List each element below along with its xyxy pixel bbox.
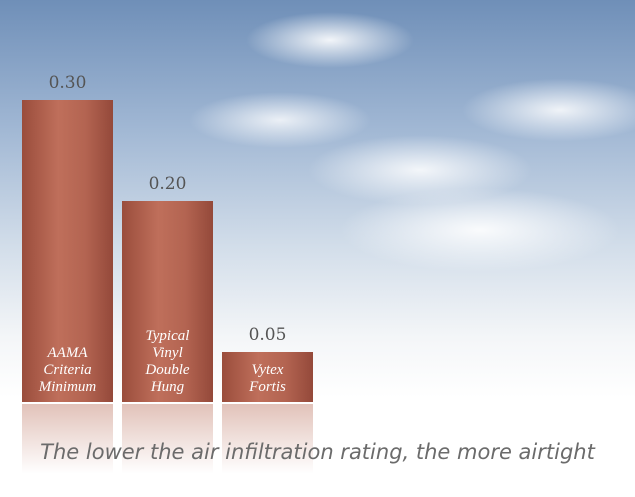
category-label: AAMA Criteria Minimum — [37, 345, 99, 396]
category-label: Vytex Fortis — [237, 362, 299, 396]
value-label: 0.20 — [122, 174, 213, 194]
chart: 0.30 AAMA Criteria Minimum 0.20 Typical Vin… — [0, 0, 635, 497]
caption: The lower the air infiltration rating, t… — [0, 440, 635, 464]
value-label: 0.05 — [222, 325, 313, 345]
category-label: Typical Vinyl Double Hung — [137, 328, 199, 396]
value-label: 0.30 — [22, 73, 113, 93]
